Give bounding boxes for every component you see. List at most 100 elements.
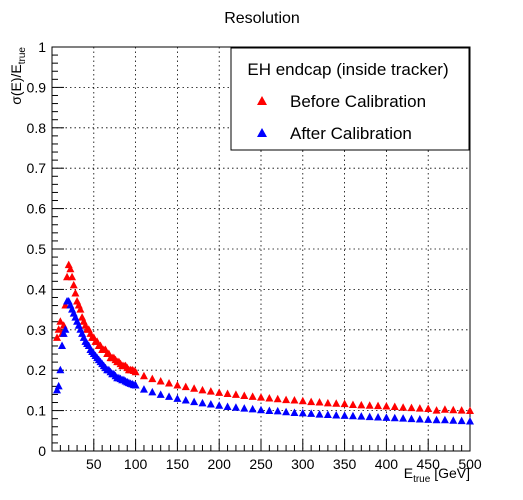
y-tick-label: 0	[38, 443, 46, 459]
data-point	[61, 301, 70, 309]
data-point	[215, 388, 224, 396]
ticks-layer	[51, 46, 471, 452]
x-tick-label: 50	[86, 456, 102, 472]
data-point	[424, 415, 433, 423]
data-point	[307, 397, 316, 406]
data-point	[206, 387, 215, 395]
data-point	[76, 305, 85, 313]
x-tick-label: 500	[458, 456, 482, 472]
data-point	[315, 398, 324, 406]
data-point	[66, 264, 75, 273]
data-point	[165, 379, 174, 387]
chart-title: Resolution	[224, 10, 300, 27]
data-point	[215, 401, 224, 409]
y-tick-label: 0.2	[27, 362, 47, 378]
data-point	[139, 371, 148, 380]
data-point	[332, 410, 341, 419]
data-point	[440, 405, 449, 413]
data-point	[432, 415, 441, 424]
data-point	[290, 396, 299, 404]
data-point	[257, 393, 265, 401]
data-point	[223, 402, 232, 410]
data-point	[348, 411, 357, 420]
data-point	[315, 410, 324, 418]
data-point	[173, 394, 182, 402]
data-point	[173, 381, 182, 389]
x-axis-title-unit: [GeV]	[430, 465, 470, 481]
y-tick-labels: 0 0.1 0.2 0.3 0.4 0.5 0.6 0.7 0.8 0.9 1	[27, 39, 47, 459]
x-tick-label: 300	[291, 456, 315, 472]
data-point	[282, 407, 291, 416]
data-point	[58, 341, 67, 349]
data-point	[415, 414, 424, 423]
data-point	[399, 403, 408, 411]
x-axis-title: Etrue [GeV]	[404, 465, 470, 485]
data-point	[357, 400, 366, 409]
data-point	[273, 406, 282, 415]
data-point	[374, 412, 383, 421]
data-point	[156, 377, 165, 385]
x-tick-label: 100	[124, 456, 148, 472]
data-point	[265, 393, 274, 402]
data-point	[415, 404, 424, 412]
data-point	[348, 400, 357, 408]
data-point	[298, 408, 307, 417]
data-point	[56, 317, 65, 325]
legend-marker-before	[257, 96, 267, 105]
y-tick-label: 0.5	[27, 241, 47, 257]
x-tick-labels: 50 100 150 200 250 300 350 400 450 500	[86, 456, 482, 472]
x-axis-title-sub: true	[413, 474, 431, 485]
data-point	[181, 382, 190, 391]
data-point	[190, 384, 199, 392]
data-point	[340, 411, 349, 419]
data-point	[61, 325, 70, 333]
data-point	[198, 385, 207, 394]
data-point	[273, 394, 282, 403]
data-point	[198, 398, 207, 407]
legend-label-before: Before Calibration	[290, 92, 426, 111]
y-tick-label: 0.6	[27, 201, 47, 217]
data-point	[424, 404, 433, 412]
data-point	[148, 374, 157, 383]
data-point	[365, 412, 374, 421]
data-point	[240, 404, 249, 412]
data-point	[139, 385, 148, 393]
data-point	[407, 414, 416, 423]
y-tick-label: 0.3	[27, 322, 47, 338]
data-point	[248, 392, 257, 400]
data-point	[165, 392, 174, 400]
data-point	[399, 414, 408, 422]
data-point	[53, 333, 62, 341]
data-point	[68, 272, 77, 281]
data-point	[340, 399, 349, 408]
data-point	[156, 390, 165, 398]
legend-label-after: After Calibration	[290, 124, 412, 143]
data-point	[332, 399, 341, 407]
series-before-calibration	[53, 260, 474, 415]
data-point	[432, 406, 441, 414]
data-point	[457, 416, 466, 425]
legend-marker-after	[257, 128, 267, 137]
data-point	[265, 406, 274, 415]
data-point	[54, 325, 63, 333]
data-point	[131, 367, 140, 376]
data-point	[240, 391, 249, 400]
data-point	[466, 417, 474, 425]
data-point	[407, 403, 416, 412]
data-point	[53, 385, 62, 394]
x-axis-title-main: E	[404, 465, 413, 481]
x-tick-label: 350	[333, 456, 357, 472]
data-point	[190, 397, 199, 406]
data-point	[56, 365, 65, 374]
y-tick-label: 0.8	[27, 120, 47, 136]
data-point	[365, 401, 374, 409]
y-tick-label: 0.4	[27, 281, 47, 297]
data-point	[131, 381, 140, 389]
data-point	[307, 409, 316, 417]
data-point	[206, 400, 215, 408]
series-after-calibration	[53, 297, 474, 425]
data-point	[323, 410, 332, 419]
data-point	[231, 390, 240, 398]
y-tick-label: 1	[38, 39, 46, 55]
